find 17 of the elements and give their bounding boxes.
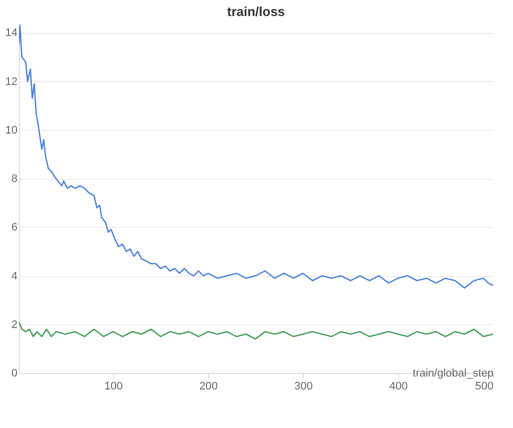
y-tick-label: 10 bbox=[5, 124, 18, 136]
y-tick-label: 14 bbox=[5, 27, 18, 40]
y-tick-label: 12 bbox=[5, 76, 18, 88]
y-tick-label: 2 bbox=[11, 318, 18, 331]
x-tick-label: 100 bbox=[104, 380, 123, 392]
y-tick-label: 6 bbox=[11, 222, 18, 234]
line-series bbox=[19, 321, 493, 340]
x-tick-label: 300 bbox=[294, 380, 313, 392]
x-tick-label: 500 bbox=[475, 380, 494, 392]
y-tick-label: 4 bbox=[11, 270, 18, 282]
y-tick-label: 0 bbox=[11, 368, 18, 380]
line-series bbox=[19, 24, 493, 289]
x-axis-title: train/global_step bbox=[412, 368, 494, 380]
x-tick-label: 400 bbox=[389, 380, 408, 392]
chart-title: train/loss bbox=[227, 4, 285, 19]
x-tick-label: 200 bbox=[199, 380, 218, 392]
y-tick-label: 8 bbox=[11, 173, 18, 186]
